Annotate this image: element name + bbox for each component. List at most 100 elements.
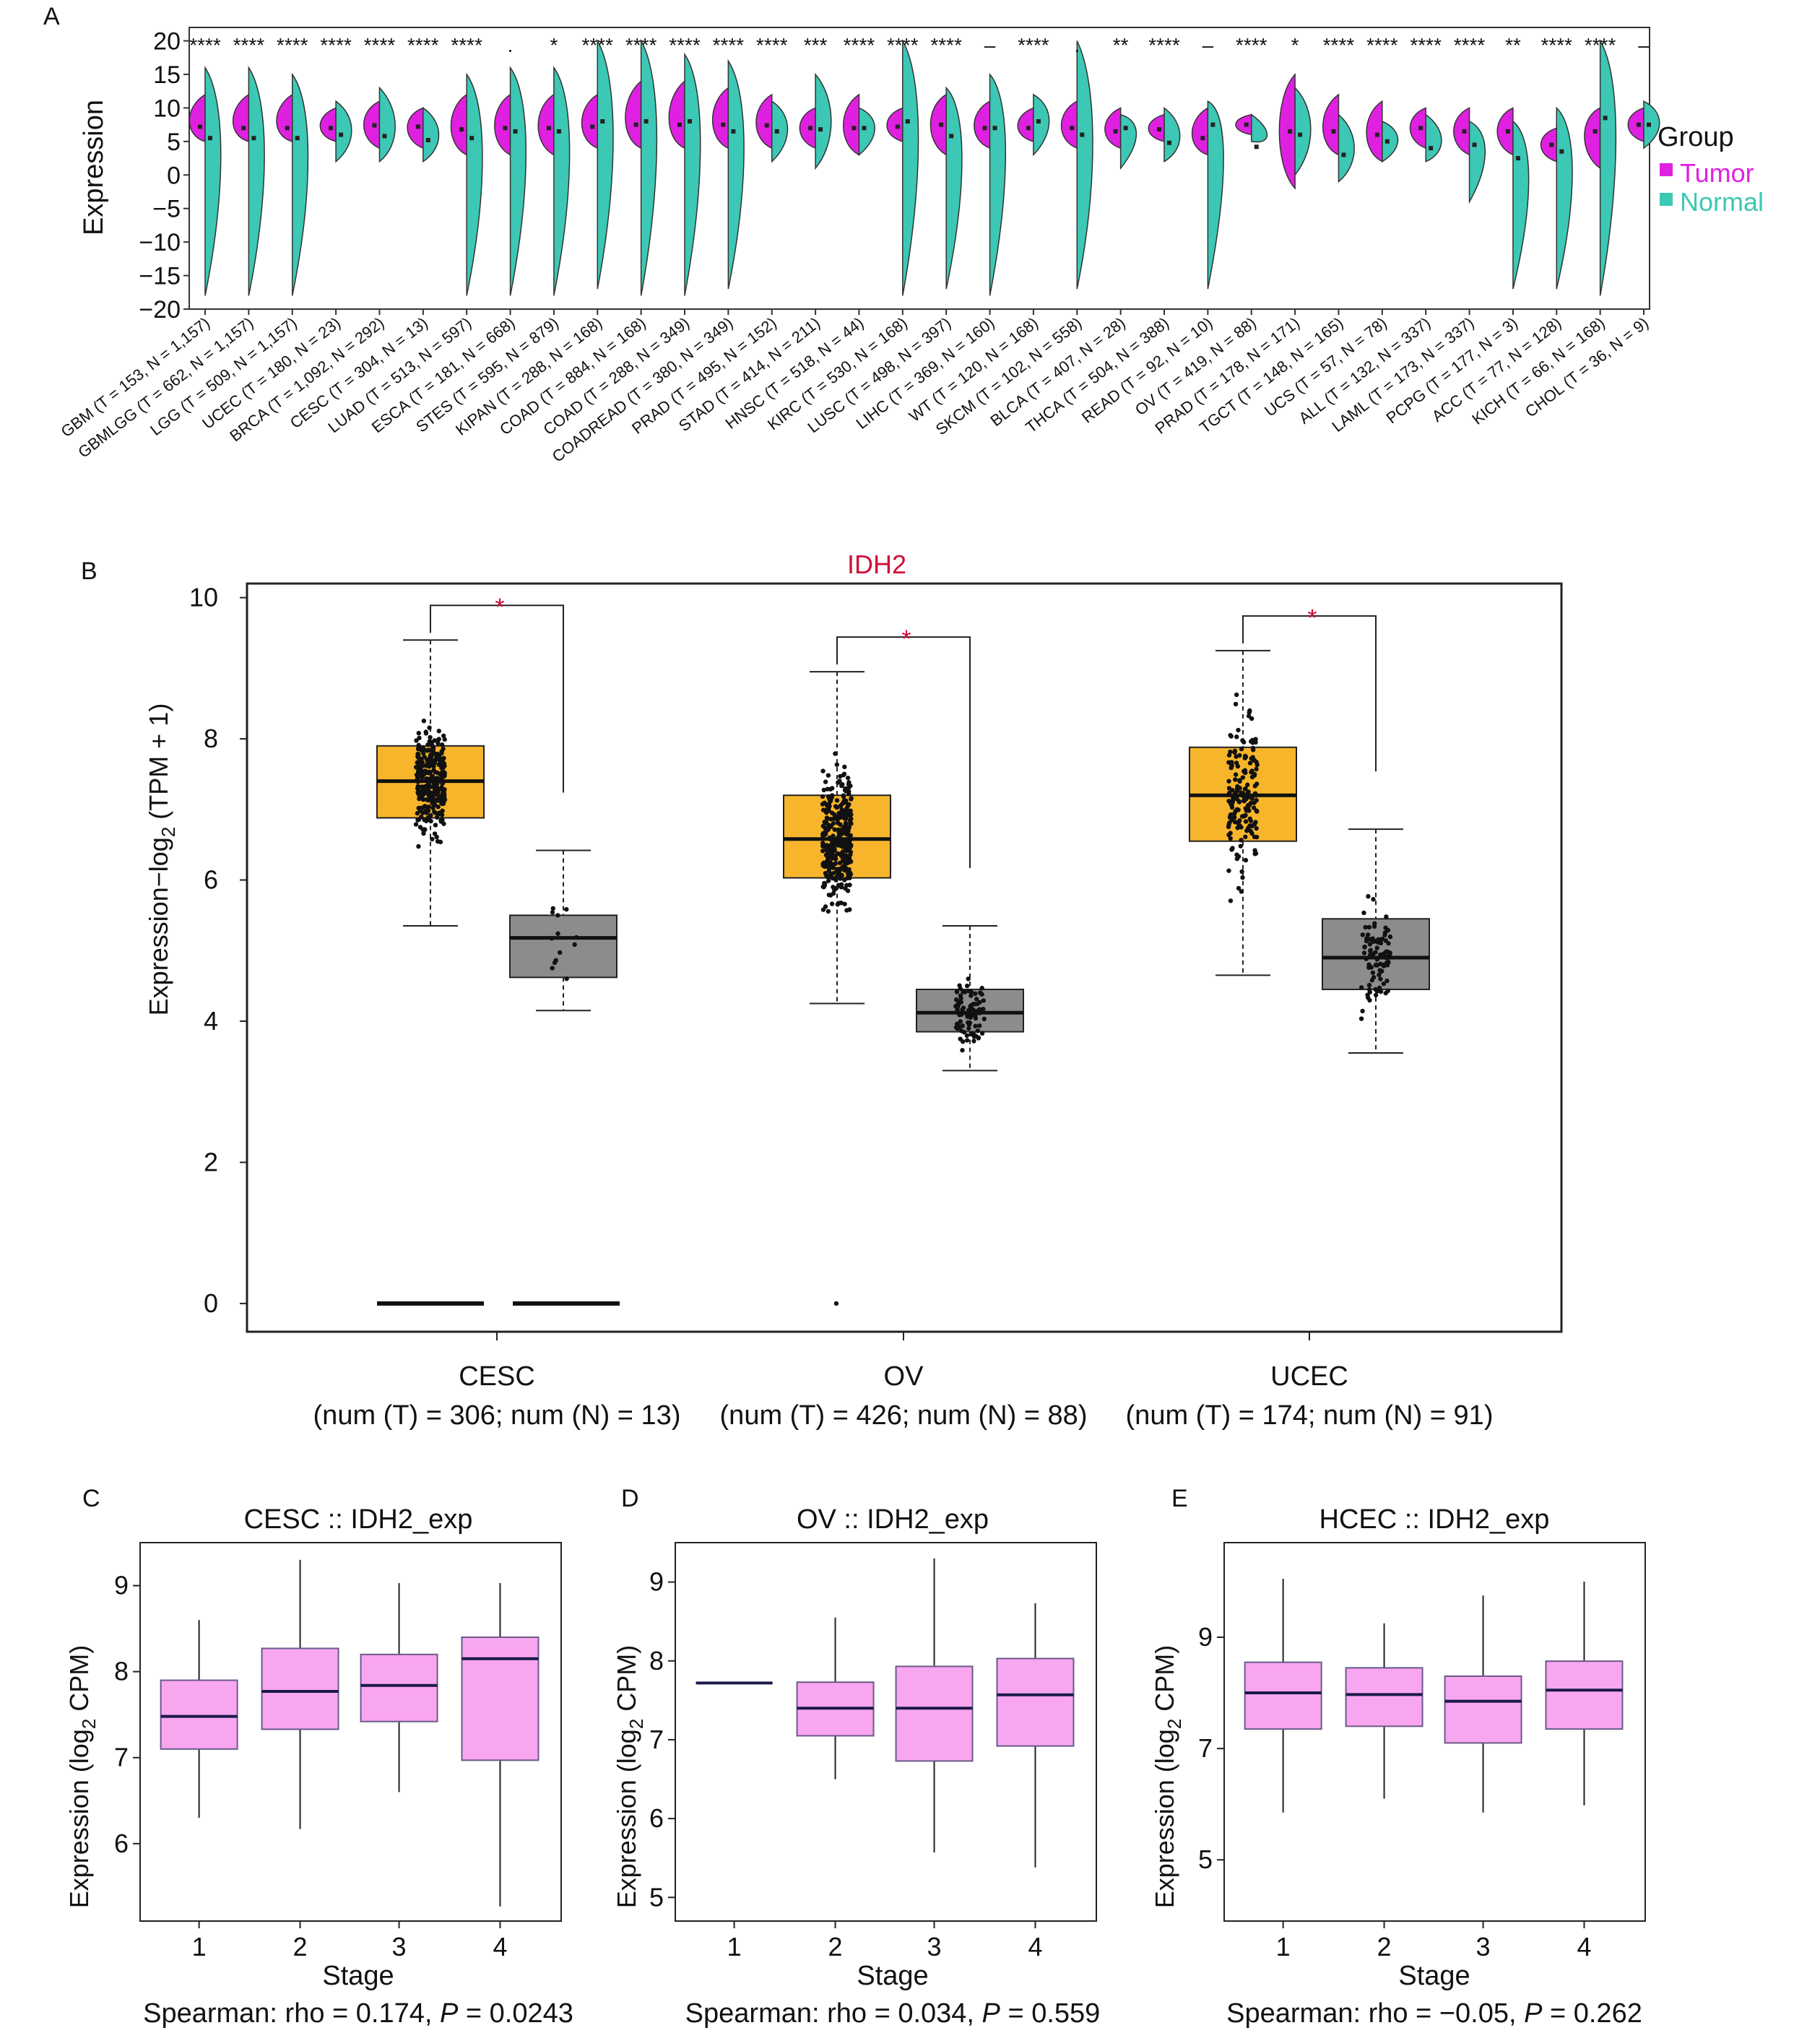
data-point: [1245, 802, 1251, 808]
violin-normal: [684, 52, 701, 296]
median-marker-tumor: [982, 126, 987, 131]
y-tick-label: 9: [1198, 1622, 1213, 1652]
data-point: [831, 833, 836, 838]
panel-a-legend-title: Group: [1658, 122, 1734, 152]
y-tick-label: 8: [649, 1646, 664, 1676]
data-point: [440, 769, 445, 775]
data-point: [1240, 791, 1246, 796]
stage-c-ylabel-main: Expression (log: [64, 1729, 94, 1908]
significance-mark: ****: [844, 34, 875, 56]
significance-mark: ****: [1323, 34, 1355, 56]
x-tick-label: 4: [493, 1932, 507, 1962]
data-point: [841, 799, 846, 805]
median-marker-tumor: [590, 124, 595, 129]
violin-tumor: [581, 93, 599, 149]
data-point: [564, 906, 569, 912]
stage-d-footnote-lead: Spearman: rho = 0.034,: [685, 1998, 982, 2029]
data-point: [1226, 790, 1232, 796]
data-point: [964, 1033, 970, 1039]
data-point: [1234, 856, 1240, 862]
data-point: [416, 844, 421, 849]
data-point: [1235, 763, 1241, 769]
data-point: [1233, 701, 1239, 707]
data-point: [1363, 924, 1368, 930]
x-tick-label: 1: [1276, 1932, 1291, 1962]
significance-star: *: [495, 594, 504, 621]
group-label-ov: OV: [884, 1361, 924, 1392]
data-point: [440, 818, 445, 823]
data-point: [1366, 893, 1371, 899]
data-point: [820, 907, 826, 912]
stage-box: [360, 1653, 438, 1722]
violin-normal: [1599, 38, 1617, 296]
violin-tumor: [974, 100, 991, 149]
data-point: [821, 787, 827, 793]
data-point: [420, 774, 425, 780]
data-point: [1374, 989, 1380, 994]
stage-e-footnote-tail: = 0.262: [1542, 1998, 1642, 2029]
median-marker-normal: [992, 126, 997, 131]
y-tick-label: 5: [1198, 1845, 1213, 1874]
data-point: [846, 857, 852, 863]
data-point: [842, 861, 848, 867]
data-point: [426, 804, 431, 810]
data-point: [1385, 959, 1391, 964]
data-point: [826, 801, 832, 807]
data-point: [1382, 932, 1387, 937]
data-point: [441, 821, 446, 826]
y-tick-label: −20: [139, 296, 181, 324]
data-point: [846, 836, 852, 841]
data-point: [961, 1005, 966, 1010]
violin-tumor: [1627, 107, 1644, 142]
data-point: [415, 784, 420, 789]
violin-tumor: [319, 107, 337, 142]
stage-d-ylabel-main: Expression (log: [612, 1729, 641, 1908]
data-point: [434, 786, 439, 792]
data-point: [960, 1048, 965, 1053]
data-point: [835, 851, 841, 857]
data-point: [964, 983, 970, 989]
data-point: [434, 834, 439, 840]
violin-tumor: [188, 93, 206, 142]
y-tick-label: 20: [153, 28, 181, 56]
median-marker-tumor: [1113, 129, 1118, 134]
significance-mark: *: [550, 34, 558, 56]
violin-normal: [509, 66, 526, 296]
stage-e-ylabel: Expression (log2 CPM): [1150, 1645, 1185, 1909]
data-point: [1238, 844, 1243, 849]
data-point: [826, 824, 831, 829]
data-point: [960, 1023, 966, 1028]
y-tick-label: 8: [204, 724, 218, 753]
data-point: [843, 821, 849, 826]
violin-normal: [1119, 113, 1137, 170]
data-point: [840, 844, 845, 849]
stage-d-ylabel-tail: CPM): [612, 1645, 641, 1719]
median-marker-normal: [1559, 149, 1564, 154]
x-tick-label: 2: [1377, 1932, 1392, 1962]
data-point: [827, 797, 832, 802]
data-point: [419, 779, 424, 784]
data-point: [824, 815, 830, 820]
data-point: [1373, 963, 1378, 968]
data-point: [839, 807, 844, 812]
plot-frame: [188, 27, 1650, 310]
data-point: [430, 836, 435, 842]
significance-bracket: [836, 636, 971, 869]
data-point: [841, 773, 846, 778]
data-point: [441, 755, 446, 761]
data-point: [836, 867, 841, 872]
panel-label-c: C: [82, 1485, 100, 1512]
data-point: [1243, 819, 1249, 824]
data-point: [422, 785, 428, 790]
median-marker-tumor: [459, 127, 464, 132]
significance-mark: ****: [407, 34, 439, 56]
data-point: [844, 789, 849, 794]
data-point: [975, 1028, 981, 1033]
data-point: [1249, 796, 1254, 801]
violin-normal: [466, 72, 483, 296]
violin-tumor: [625, 79, 642, 149]
plot-frame: [675, 1542, 1097, 1922]
data-point: [440, 808, 445, 813]
